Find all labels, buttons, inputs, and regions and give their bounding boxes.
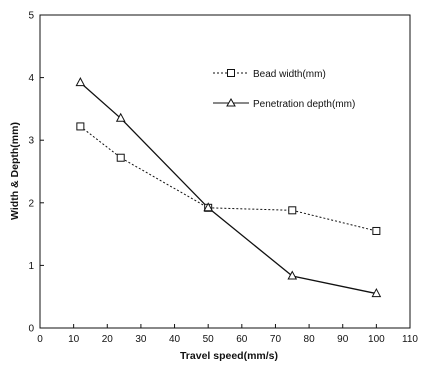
x-tick-label: 110 [402,334,418,345]
y-tick-label: 4 [28,73,34,84]
penetration-depth-point [75,77,86,87]
legend: Bead width(mm) Penetration depth(mm) [213,69,355,110]
bead-width-point [76,122,85,131]
y-tick-label: 0 [28,324,34,335]
legend-marker-triangle [226,97,236,107]
y-axis-title: Width & Depth(mm) [9,122,21,220]
series-line-penetration-depth [79,82,377,295]
x-tick-label: 70 [270,334,282,345]
x-tick-label: 0 [37,334,43,345]
x-tick-label: 30 [135,334,147,345]
y-tick-label: 1 [28,261,34,272]
penetration-depth-point [115,112,126,122]
x-tick-label: 10 [68,334,80,345]
x-tick-label: 90 [337,334,349,345]
legend-label-bead-width: Bead width(mm) [253,69,326,80]
penetration-depth-point [371,288,382,298]
x-tick-label: 40 [169,334,181,345]
bead-width-point [372,226,381,235]
y-tick-label: 2 [28,198,34,209]
penetration-depth-point [203,202,214,212]
x-tick-label: 100 [368,334,385,345]
bead-width-point [116,153,125,162]
x-tick-label: 80 [304,334,316,345]
y-axis: 0 1 2 3 4 5 [28,11,44,335]
x-tick-label: 20 [102,334,114,345]
series-layer [75,77,382,298]
y-tick-label: 3 [28,136,34,147]
x-tick-label: 60 [236,334,248,345]
plot-area-frame [39,14,411,329]
legend-label-penetration-depth: Penetration depth(mm) [253,99,355,110]
bead-width-point [288,206,297,215]
penetration-depth-point [287,270,298,280]
legend-marker-square [227,69,235,77]
series-line-bead-width [80,126,377,232]
y-tick-label: 5 [28,11,34,22]
x-axis-title: Travel speed(mm/s) [180,350,278,362]
x-tick-label: 50 [203,334,215,345]
x-axis: 0 10 20 30 40 50 60 70 80 90 100 110 [37,324,418,345]
